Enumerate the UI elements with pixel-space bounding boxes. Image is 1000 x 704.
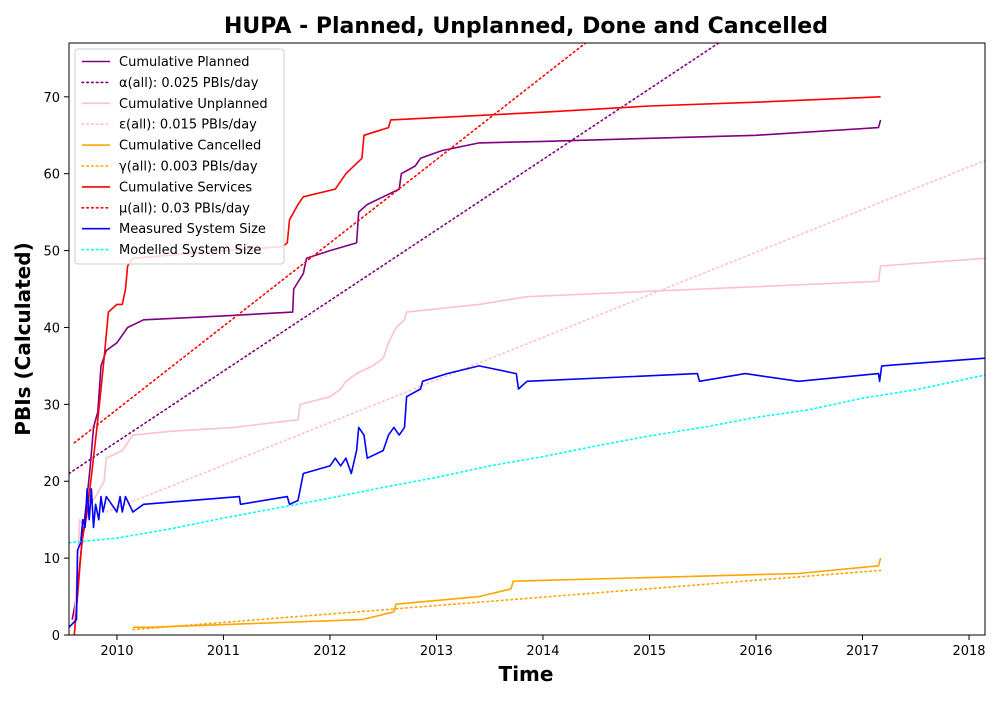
x-tick-label: 2017 [846,644,879,659]
series-line-5 [132,569,882,631]
series-line-1 [69,43,720,475]
y-tick-label: 50 [43,245,60,260]
x-tick-label: 2018 [952,644,985,659]
legend-label-3: ε(all): 0.015 PBIs/day [119,118,257,133]
legend-label-6: Cumulative Services [119,180,252,195]
chart-title: HUPA - Planned, Unplanned, Done and Canc… [224,14,828,39]
legend-label-9: Modelled System Size [119,243,261,258]
legend-label-4: Cumulative Cancelled [119,139,261,154]
x-tick-label: 2012 [313,644,346,659]
axes: 2010 2011 2012 2013 2014 2015 2016 2017 2018 0 10 2… [43,42,986,659]
y-tick-label: 70 [43,91,60,106]
x-tick-label: 2013 [420,644,453,659]
series-line-4 [132,557,882,629]
legend-label-2: Cumulative Unplanned [119,97,268,112]
y-tick-label: 60 [43,168,60,183]
y-tick-label: 30 [43,398,60,413]
x-tick-label: 2016 [739,644,772,659]
y-tick-label: 40 [43,321,60,336]
y-axis-label: PBIs (Calculated) [11,242,35,435]
series-line-8 [69,357,985,628]
series-line-2 [73,257,985,628]
legend-label-1: α(all): 0.025 PBIs/day [119,76,259,91]
x-tick-label: 2015 [633,644,666,659]
legend: Cumulative Planned α(all): 0.025 PBIs/day… [74,48,285,265]
legend-label-8: Measured System Size [119,222,266,237]
x-tick-label: 2011 [207,644,240,659]
legend-label-5: γ(all): 0.003 PBIs/day [119,160,258,175]
x-tick-label: 2010 [100,644,133,659]
plot-frame [68,42,986,636]
series-line-9 [69,374,985,544]
y-tick-label: 20 [43,475,60,490]
legend-box [74,48,285,265]
y-tick-label: 0 [52,629,60,644]
legend-label-0: Cumulative Planned [119,55,249,70]
series-line-3 [105,159,985,513]
x-tick-label: 2014 [526,644,559,659]
series-line-0 [71,119,882,620]
x-axis-label: Time [499,662,554,686]
y-tick-label: 10 [43,552,60,567]
legend-label-7: μ(all): 0.03 PBIs/day [119,201,250,216]
